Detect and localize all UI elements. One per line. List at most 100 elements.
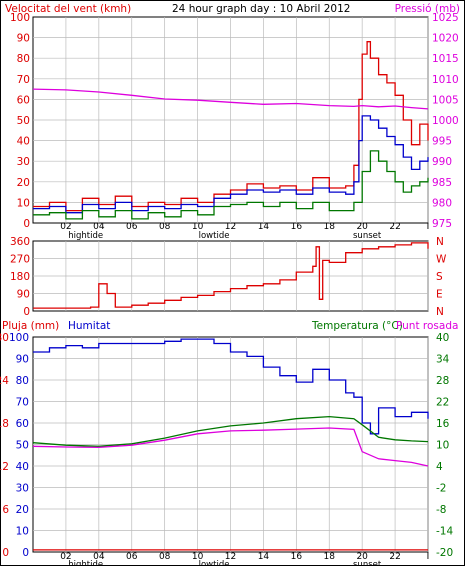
x-tick-label: 20 — [356, 552, 368, 562]
series-line-temperatura — [32, 415, 429, 447]
series-line-pressi- — [32, 88, 429, 110]
y-tick-label-humidity: 60 — [16, 418, 29, 430]
rain-label: Pluja (mm) — [2, 320, 59, 332]
wind-speed-label: Velocitat del vent (kmh) — [5, 3, 131, 15]
y-tick-label-rain: 18 — [0, 418, 9, 430]
x-sublabel: hightide — [68, 231, 103, 241]
y-tick-label-humidity: 30 — [16, 483, 29, 495]
x-tick-label: 12 — [225, 222, 236, 232]
x-sublabel: hightide — [68, 560, 103, 566]
x-tick-label: 06 — [126, 222, 138, 232]
y-tick-label-pressure: 1010 — [432, 74, 459, 86]
wind-speed-series — [32, 41, 429, 220]
x-tick-label: 04 — [93, 552, 105, 562]
x-tick-label: 06 — [126, 552, 138, 562]
humidity-label: Humitat — [68, 320, 110, 332]
y-tick-label-wind: 0 — [23, 218, 30, 230]
series-line-ratxa — [33, 41, 429, 212]
y-tick-label-humidity: 100 — [9, 332, 29, 344]
y-tick-label-temperature: 34 — [436, 354, 450, 366]
y-tick-label-temperature: 22 — [436, 397, 449, 409]
y-tick-label-humidity: 20 — [16, 504, 29, 516]
series-line-humitat — [33, 338, 429, 435]
x-tick-label: 02 — [60, 552, 71, 562]
series-line-vent-m-nim — [33, 150, 429, 220]
series-line-vent-mitj- — [33, 115, 429, 214]
y-tick-label-temperature: 16 — [436, 418, 450, 430]
y-tick-label-compass: E — [436, 289, 443, 301]
humidity-axis: 0 10 20 30 40 50 60 70 80 90 100 — [9, 332, 29, 559]
y-tick-label-compass: S — [436, 271, 443, 283]
y-tick-label-humidity: 70 — [16, 397, 29, 409]
x-tick-label: 10 — [192, 552, 204, 562]
y-tick-label-pressure: 980 — [432, 197, 452, 209]
x-tick-label: 10 — [192, 222, 204, 232]
y-tick-label-wind: 100 — [10, 12, 30, 24]
y-tick-label-wind: 10 — [17, 197, 30, 209]
x-tick-label: 08 — [159, 552, 171, 562]
y-tick-label-wind: 50 — [17, 115, 30, 127]
y-tick-label-humidity: 10 — [16, 526, 29, 538]
y-tick-label-temperature: 28 — [436, 375, 449, 387]
y-tick-label-temperature: -2 — [436, 483, 446, 495]
y-tick-label-pressure: 975 — [432, 218, 452, 230]
y-tick-label-pressure: 1025 — [432, 12, 459, 24]
y-tick-label-rain: 24 — [0, 375, 9, 387]
x-sublabel: sunset — [353, 560, 382, 566]
x-tick-label: 14 — [258, 552, 270, 562]
y-tick-label-pressure: 990 — [432, 156, 452, 168]
y-tick-label-wind: 90 — [17, 33, 30, 45]
x-tick-label: 18 — [324, 222, 336, 232]
y-tick-label-direction: 270 — [10, 254, 30, 266]
y-tick-label-temperature: 10 — [436, 440, 449, 452]
wind-direction-axis: 0 90 180 270 360 — [10, 236, 30, 318]
x-tick-label: 20 — [356, 222, 368, 232]
y-tick-label-wind: 60 — [17, 94, 30, 106]
x-tick-label: 16 — [291, 222, 303, 232]
wind-direction-series — [33, 242, 429, 309]
temperature-label: Temperatura (°C) — [311, 320, 403, 332]
y-tick-label-rain: 30 — [0, 332, 9, 344]
y-tick-label-wind: 40 — [17, 136, 30, 148]
temperature-grid — [33, 337, 429, 552]
x-tick-label: 22 — [389, 552, 400, 562]
y-tick-label-humidity: 50 — [16, 440, 29, 452]
wind-speed-axis: 0 10 20 30 40 50 60 70 80 90 100 — [10, 12, 30, 230]
dew-point-label: Punt rosada — [396, 320, 458, 332]
y-tick-label-rain: 12 — [0, 461, 9, 473]
y-tick-label-humidity: 0 — [22, 547, 29, 559]
y-tick-label-rain: 6 — [2, 504, 9, 516]
series-line-direcci- — [33, 242, 429, 309]
x-tick-label: 18 — [324, 552, 336, 562]
pressure-label: Pressió (mb) — [395, 3, 460, 15]
y-tick-label-rain: 0 — [2, 547, 9, 559]
x-sublabel: lowtide — [199, 560, 230, 566]
x-tick-label: 04 — [93, 222, 105, 232]
y-tick-label-humidity: 80 — [16, 375, 29, 387]
x-sublabel: lowtide — [199, 231, 230, 241]
series-line-punt-rosada — [32, 427, 429, 467]
x-tick-label: 08 — [159, 222, 171, 232]
wind-direction-grid — [33, 241, 429, 311]
y-tick-label-temperature: -8 — [436, 504, 446, 516]
y-tick-label-humidity: 40 — [16, 461, 29, 473]
pressure-axis: 975 980 985 990 995 1000 1005 1010 1015 1020 1025 — [432, 12, 459, 230]
y-tick-label-temperature: -14 — [436, 526, 453, 538]
y-tick-label-temperature: 4 — [436, 461, 443, 473]
x-tick-label: I — [427, 552, 430, 562]
y-tick-label-temperature: -20 — [436, 547, 453, 559]
graph-title: 24 hour graph day : 10 Abril 2012 — [172, 3, 350, 15]
x-sublabel: sunset — [353, 231, 382, 241]
y-tick-label-humidity: 90 — [16, 354, 29, 366]
y-tick-label-temperature: 40 — [436, 332, 449, 344]
y-tick-label-pressure: 1005 — [432, 94, 459, 106]
y-tick-label-wind: 80 — [17, 53, 30, 65]
y-tick-label-pressure: 1000 — [432, 115, 459, 127]
y-tick-label-compass: N — [436, 236, 444, 248]
y-tick-label-pressure: 1015 — [432, 53, 459, 65]
y-tick-label-pressure: 985 — [432, 177, 452, 189]
